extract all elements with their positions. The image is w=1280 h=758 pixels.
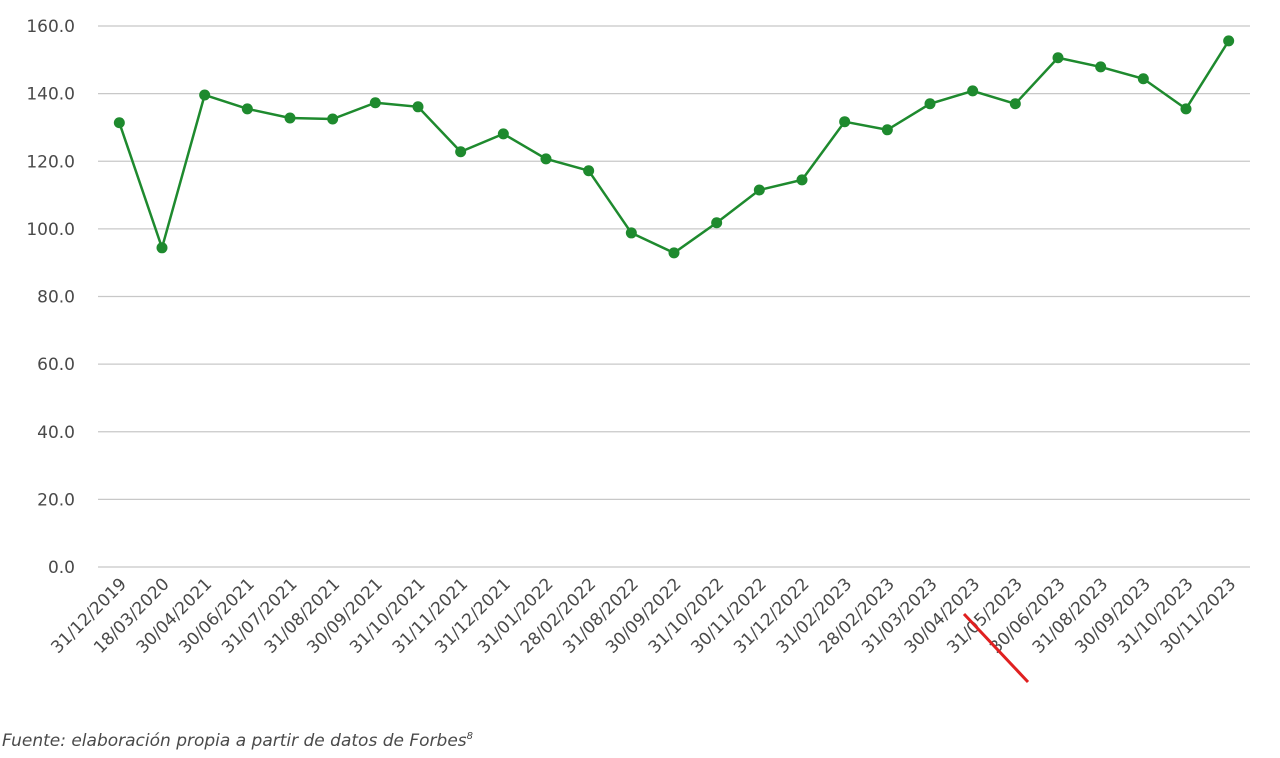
data-point (924, 98, 936, 110)
data-point (113, 117, 125, 129)
data-point (967, 85, 979, 97)
data-point (583, 165, 595, 177)
y-tick-label: 100.0 (26, 220, 75, 240)
data-point (241, 103, 253, 115)
data-point (497, 128, 509, 140)
data-point (1009, 98, 1021, 110)
data-point (369, 97, 381, 109)
y-tick-label: 20.0 (37, 490, 75, 510)
y-tick-label: 140.0 (26, 85, 75, 105)
y-tick-label: 0.0 (48, 558, 75, 578)
series-line (118, 40, 1230, 255)
data-point (412, 101, 424, 113)
data-point (625, 227, 637, 239)
y-tick-label: 120.0 (26, 152, 75, 172)
y-tick-label: 60.0 (37, 355, 75, 375)
data-point (156, 242, 168, 254)
data-point (327, 113, 339, 125)
footnote: Fuente: elaboración propia a partir de d… (2, 731, 473, 751)
data-point (284, 112, 296, 124)
data-point (796, 174, 808, 186)
data-point (753, 184, 765, 196)
y-tick-label: 80.0 (37, 288, 75, 308)
data-point (1095, 61, 1107, 73)
data-point (1223, 35, 1235, 47)
y-tick-label: 160.0 (26, 17, 75, 37)
data-point (1180, 103, 1192, 115)
data-point (711, 217, 723, 229)
data-point (199, 89, 211, 101)
data-point (455, 146, 467, 158)
data-point (1137, 73, 1149, 85)
footnote-ref: 8 (467, 731, 473, 742)
data-point (881, 124, 893, 136)
annotation-stroke (962, 612, 1030, 684)
y-tick-label: 40.0 (37, 423, 75, 443)
footnote-text: Fuente: elaboración propia a partir de d… (2, 731, 467, 751)
data-point (1052, 52, 1064, 64)
data-point (668, 247, 680, 259)
data-point (839, 116, 851, 128)
data-point (540, 153, 552, 165)
